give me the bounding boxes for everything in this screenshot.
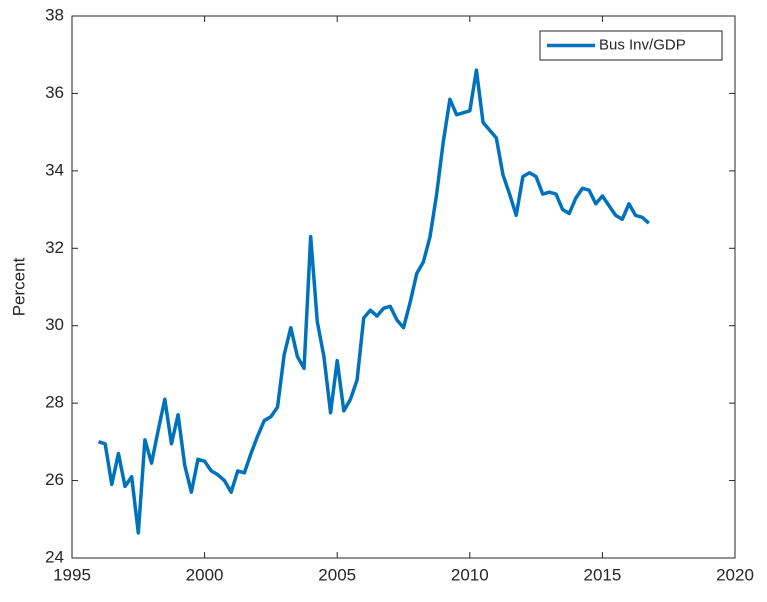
x-tick-label: 2010: [451, 565, 489, 584]
y-tick-label: 34: [45, 160, 64, 179]
x-tick-label: 2005: [318, 565, 356, 584]
x-tick-label: 2015: [583, 565, 621, 584]
x-tick-label: 2020: [716, 565, 754, 584]
y-tick-label: 28: [45, 393, 64, 412]
y-tick-label: 26: [45, 470, 64, 489]
y-tick-label: 38: [45, 5, 64, 24]
plot-area: [71, 15, 736, 559]
x-tick-label: 2000: [186, 565, 224, 584]
y-tick-label: 32: [45, 238, 64, 257]
y-tick-label: 24: [45, 547, 64, 566]
x-tick-label: 1995: [53, 565, 91, 584]
legend-label: Bus Inv/GDP: [599, 36, 686, 53]
y-axis-label: Percent: [9, 257, 28, 316]
line-series: [98, 68, 650, 535]
y-tick-label: 30: [45, 315, 64, 334]
y-tick-label: 36: [45, 83, 64, 102]
